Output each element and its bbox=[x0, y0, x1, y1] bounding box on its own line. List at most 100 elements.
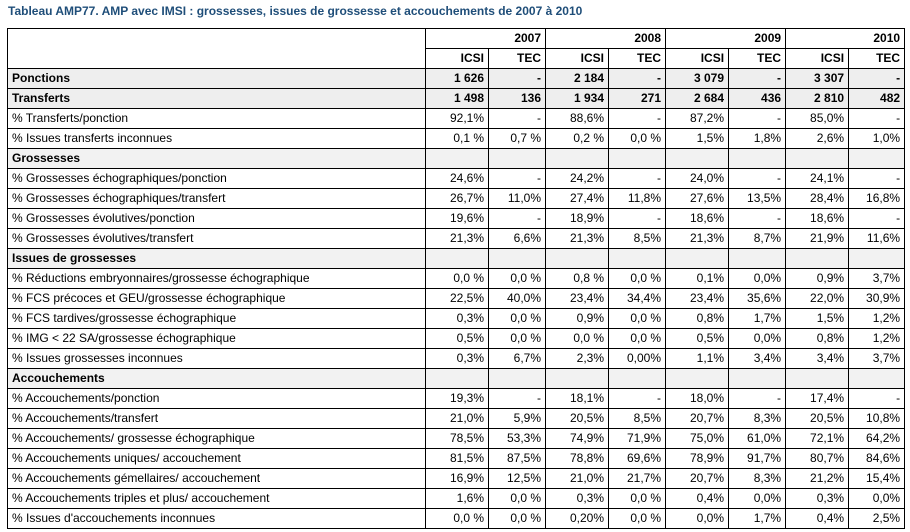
value-cell: - bbox=[728, 168, 787, 189]
value-cell: - bbox=[608, 208, 667, 229]
value-cell: 22,0% bbox=[785, 288, 850, 309]
value-cell: - bbox=[728, 388, 787, 409]
value-cell: 0,0 % bbox=[487, 488, 547, 509]
table-row: % Accouchements/ grossesse échographique… bbox=[7, 428, 906, 449]
value-cell: 0,0% bbox=[848, 488, 906, 509]
value-cell: 0,20% bbox=[545, 508, 610, 529]
value-cell: 21,9% bbox=[785, 228, 850, 249]
value-cell: 0,5% bbox=[665, 328, 730, 349]
value-cell: 0,9% bbox=[785, 268, 850, 289]
value-cell: 22,5% bbox=[425, 288, 489, 309]
value-cell: 0,0 % bbox=[487, 508, 547, 529]
value-cell: 18,6% bbox=[785, 208, 850, 229]
value-cell: - bbox=[608, 68, 667, 89]
value-cell: 0,0% bbox=[665, 508, 730, 529]
value-cell: 3,7% bbox=[848, 268, 906, 289]
value-cell: 26,7% bbox=[425, 188, 489, 209]
value-cell: 3,4% bbox=[785, 348, 850, 369]
value-cell: 436 bbox=[728, 88, 787, 109]
value-cell: 78,5% bbox=[425, 428, 489, 449]
value-cell bbox=[848, 148, 906, 169]
value-cell: 53,3% bbox=[487, 428, 547, 449]
value-cell: 61,0% bbox=[728, 428, 787, 449]
value-cell: 17,4% bbox=[785, 388, 850, 409]
value-cell: 1 498 bbox=[425, 88, 489, 109]
value-cell bbox=[545, 248, 610, 269]
value-cell: 1,0% bbox=[848, 128, 906, 149]
value-cell: 0,3% bbox=[425, 308, 489, 329]
value-cell: 21,0% bbox=[545, 468, 610, 489]
value-cell: 0,5% bbox=[425, 328, 489, 349]
value-cell: - bbox=[487, 68, 547, 89]
section-row: Accouchements bbox=[7, 368, 906, 389]
value-cell: 88,6% bbox=[545, 108, 610, 129]
value-cell: 16,8% bbox=[848, 188, 906, 209]
value-cell: 28,4% bbox=[785, 188, 850, 209]
value-cell: 21,0% bbox=[425, 408, 489, 429]
value-cell: 18,1% bbox=[545, 388, 610, 409]
value-cell: 16,9% bbox=[425, 468, 489, 489]
value-cell: - bbox=[728, 108, 787, 129]
table-row: % Grossesses évolutives/transfert 21,3% 6,… bbox=[7, 228, 906, 249]
value-cell: 21,3% bbox=[425, 228, 489, 249]
value-cell: 1,6% bbox=[425, 488, 489, 509]
value-cell: 18,0% bbox=[665, 388, 730, 409]
value-cell: 3 307 bbox=[785, 68, 850, 89]
value-cell: 20,5% bbox=[545, 408, 610, 429]
row-label: % Accouchements triples et plus/ accouch… bbox=[7, 488, 426, 509]
value-cell: 1,2% bbox=[848, 308, 906, 329]
value-cell: 8,3% bbox=[728, 408, 787, 429]
value-cell: 3,4% bbox=[728, 348, 787, 369]
value-cell: - bbox=[487, 168, 547, 189]
value-cell: - bbox=[487, 108, 547, 129]
row-label: % Issues grossesses inconnues bbox=[7, 348, 426, 369]
value-cell: 1 934 bbox=[545, 88, 610, 109]
value-cell: 27,4% bbox=[545, 188, 610, 209]
value-cell: 0,0 % bbox=[487, 328, 547, 349]
subheader-cell: TEC bbox=[487, 48, 547, 69]
amp-table: 2007 2008 2009 2010 ICSI TEC ICSI TEC IC… bbox=[7, 28, 906, 529]
year-header: 2009 bbox=[665, 28, 787, 49]
row-label: Grossesses bbox=[7, 148, 426, 169]
value-cell: 3 079 bbox=[665, 68, 730, 89]
value-cell: 136 bbox=[487, 88, 547, 109]
value-cell: 18,9% bbox=[545, 208, 610, 229]
section-row: Grossesses bbox=[7, 148, 906, 169]
value-cell: 24,6% bbox=[425, 168, 489, 189]
table-row: % Issues transferts inconnues 0,1 % 0,7 % 0… bbox=[7, 128, 906, 149]
value-cell: 271 bbox=[608, 88, 667, 109]
value-cell: 0,1 % bbox=[425, 128, 489, 149]
table-row: % Issues grossesses inconnues 0,3% 6,7% 2,3… bbox=[7, 348, 906, 369]
value-cell: 1,7% bbox=[728, 508, 787, 529]
year-header: 2008 bbox=[545, 28, 667, 49]
value-cell: 71,9% bbox=[608, 428, 667, 449]
value-cell: 0,0 % bbox=[608, 488, 667, 509]
value-cell: 20,5% bbox=[785, 408, 850, 429]
value-cell: 0,3% bbox=[785, 488, 850, 509]
table-row: Transferts 1 498 136 1 934 271 2 684 436 2 810 4… bbox=[7, 88, 906, 109]
subheader-row: ICSI TEC ICSI TEC ICSI TEC ICSI TEC bbox=[8, 48, 906, 69]
subheader-cell: ICSI bbox=[785, 48, 850, 69]
value-cell: 78,9% bbox=[665, 448, 730, 469]
value-cell: - bbox=[848, 168, 906, 189]
row-label: Ponctions bbox=[7, 68, 426, 89]
value-cell: 80,7% bbox=[785, 448, 850, 469]
value-cell bbox=[487, 248, 547, 269]
value-cell: 2,3% bbox=[545, 348, 610, 369]
value-cell: 27,6% bbox=[665, 188, 730, 209]
value-cell: 6,6% bbox=[487, 228, 547, 249]
table-row: % FCS tardives/grossesse échographique 0,… bbox=[7, 308, 906, 329]
value-cell: - bbox=[848, 108, 906, 129]
value-cell: 0,4% bbox=[785, 508, 850, 529]
table-row: % Accouchements triples et plus/ accouch… bbox=[7, 488, 906, 509]
value-cell: 0,0 % bbox=[487, 308, 547, 329]
value-cell: 21,3% bbox=[665, 228, 730, 249]
table-row: % Issues d'accouchements inconnues 0,0 % 0… bbox=[7, 508, 906, 529]
value-cell bbox=[665, 148, 730, 169]
value-cell: 81,5% bbox=[425, 448, 489, 469]
value-cell: - bbox=[728, 68, 787, 89]
value-cell: 72,1% bbox=[785, 428, 850, 449]
value-cell: 0,2 % bbox=[545, 128, 610, 149]
value-cell bbox=[728, 368, 787, 389]
value-cell: 0,0 % bbox=[425, 508, 489, 529]
